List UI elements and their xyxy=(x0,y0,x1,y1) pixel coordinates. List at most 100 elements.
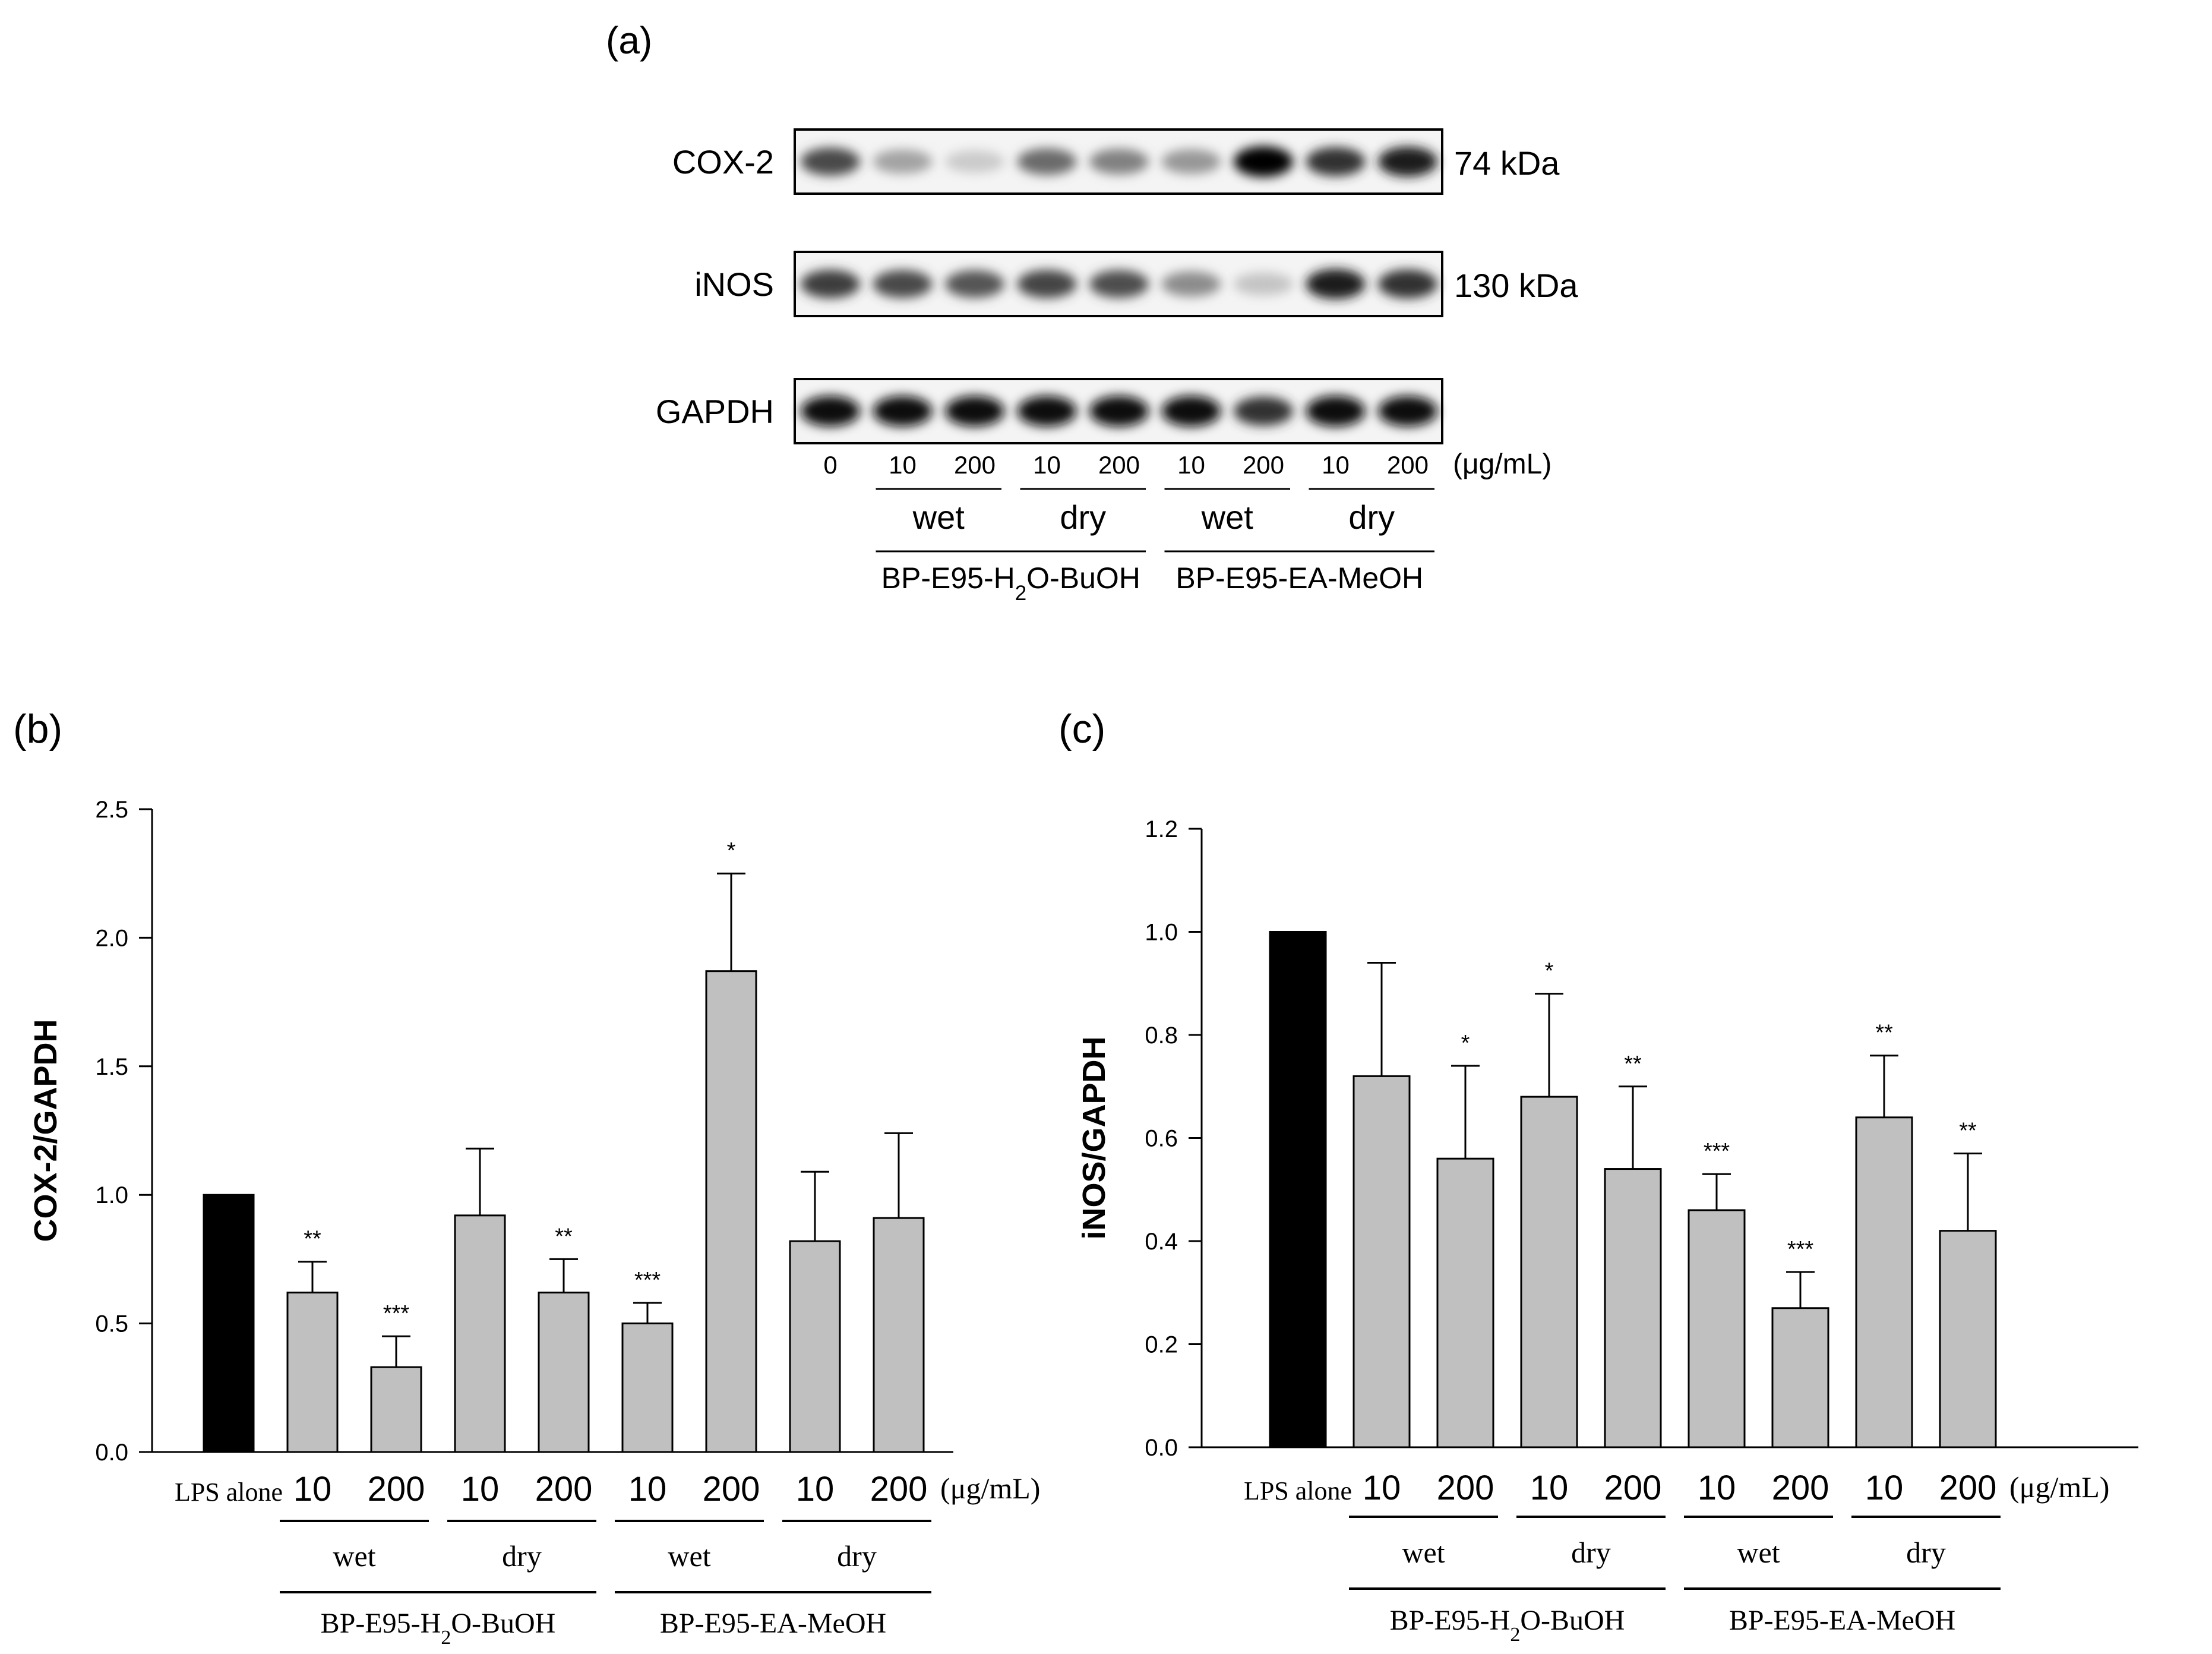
condition-label: wet xyxy=(333,1539,375,1573)
blot-band xyxy=(1161,271,1221,297)
extract-label: BP-E95-H2O-BuOH xyxy=(1390,1605,1625,1646)
blot-inos: iNOS 130 kDa xyxy=(694,251,1578,317)
bar xyxy=(705,970,757,1453)
extract-label: BP-E95-EA-MeOH xyxy=(1175,561,1423,595)
blot-name-label: iNOS xyxy=(694,266,774,303)
blot-band xyxy=(945,270,1004,298)
blot-band xyxy=(873,396,933,427)
lane-label: 10 xyxy=(1177,451,1205,479)
panel-c-inos-chart: (c) 0.0 0.2 0.4 0.6 0.8 1.0 1.2 iNOS/GAPDH LPS al… xyxy=(1058,706,2138,1646)
blot-band xyxy=(801,270,860,298)
y-tick-label: 1.2 xyxy=(1145,816,1178,842)
x-tick-label: 200 xyxy=(1437,1469,1494,1507)
bar xyxy=(1771,1307,1829,1448)
bar xyxy=(1604,1168,1662,1448)
x-tick-label: 200 xyxy=(368,1470,425,1508)
y-tick-label: 2.0 xyxy=(95,925,128,951)
y-tick-label: 0.8 xyxy=(1145,1022,1178,1049)
significance-marker: * xyxy=(1461,1031,1470,1056)
x-tick-label: 10 xyxy=(1530,1469,1569,1507)
x-tick-label: 10 xyxy=(796,1470,835,1508)
bar xyxy=(1269,931,1327,1448)
y-axis-label: COX-2/GAPDH xyxy=(28,1019,64,1242)
extract-label: BP-E95-EA-MeOH xyxy=(660,1608,886,1639)
condition-label: wet xyxy=(912,498,965,536)
x-tick-label: 10 xyxy=(1363,1469,1401,1507)
bar xyxy=(454,1214,506,1453)
y-tick-label: 1.0 xyxy=(1145,920,1178,946)
y-axis-label: iNOS/GAPDH xyxy=(1076,1036,1112,1239)
x-tick-label: LPS alone xyxy=(1244,1476,1352,1505)
blot-band xyxy=(1017,148,1077,175)
lane-label: 10 xyxy=(1033,451,1061,479)
blot-band xyxy=(1161,149,1221,174)
x-tick-label: 10 xyxy=(293,1470,332,1508)
bar xyxy=(286,1292,339,1453)
bar xyxy=(370,1366,422,1453)
blot-band xyxy=(1089,270,1149,298)
blot-band xyxy=(1089,396,1149,427)
bar xyxy=(789,1240,841,1453)
blot-band xyxy=(1306,396,1366,427)
blot-band xyxy=(1378,396,1437,427)
y-tick-label: 1.5 xyxy=(95,1054,128,1080)
x-tick-label: 200 xyxy=(870,1470,928,1508)
y-tick-label: 0.5 xyxy=(95,1311,128,1337)
blot-size-label: 130 kDa xyxy=(1454,267,1578,304)
bar xyxy=(203,1194,255,1453)
panel-label: (c) xyxy=(1058,706,1105,752)
bar xyxy=(538,1292,590,1453)
x-tick-label: 200 xyxy=(1604,1469,1662,1507)
blot-band xyxy=(873,149,933,174)
extract-label: BP-E95-H2O-BuOH xyxy=(321,1608,556,1649)
x-tick-label: 10 xyxy=(461,1470,500,1508)
condition-label: dry xyxy=(837,1539,877,1573)
significance-marker: *** xyxy=(383,1301,410,1326)
condition-label: dry xyxy=(1060,498,1106,536)
condition-label: wet xyxy=(668,1539,710,1573)
y-tick-label: 1.0 xyxy=(95,1182,128,1208)
blot-name-label: GAPDH xyxy=(656,393,774,430)
y-tick-label: 0.0 xyxy=(1145,1435,1178,1461)
blot-band xyxy=(1378,146,1437,177)
x-tick-label: 200 xyxy=(1772,1469,1829,1507)
x-tick-label: 200 xyxy=(535,1470,593,1508)
blot-band xyxy=(1306,147,1366,176)
extract-label: BP-E95-EA-MeOH xyxy=(1729,1605,1955,1636)
significance-marker: ** xyxy=(1624,1052,1642,1077)
lane-label: 200 xyxy=(1243,451,1284,479)
bar xyxy=(1939,1230,1997,1448)
x-tick-label: 200 xyxy=(1939,1469,1997,1507)
unit-label: (μg/mL) xyxy=(2009,1470,2109,1504)
lane-label: 200 xyxy=(954,451,996,479)
blot-band xyxy=(1306,269,1366,299)
blot-name-label: COX-2 xyxy=(672,143,774,181)
blot-size-label: 74 kDa xyxy=(1454,144,1560,182)
blot-band xyxy=(1161,396,1221,427)
y-tick-label: 0.4 xyxy=(1145,1229,1178,1255)
panel-b-cox2-chart: (b) 0.0 0.5 1.0 1.5 2.0 2.5 COX-2/GAPDH LPS alon… xyxy=(13,706,1040,1649)
bar xyxy=(1436,1157,1494,1448)
lane-label: 10 xyxy=(889,451,917,479)
condition-label: wet xyxy=(1402,1536,1445,1569)
unit-label: (μg/mL) xyxy=(1453,449,1551,480)
blot-band xyxy=(801,147,860,176)
bar xyxy=(1353,1075,1411,1448)
x-tick-label: 10 xyxy=(628,1470,667,1508)
condition-label: dry xyxy=(1906,1536,1946,1569)
x-tick-label: 10 xyxy=(1865,1469,1904,1507)
blot-band xyxy=(1378,269,1437,299)
blot-band xyxy=(945,396,1004,427)
bar xyxy=(1855,1116,1913,1448)
blot-band xyxy=(1234,272,1293,296)
significance-marker: *** xyxy=(634,1268,661,1293)
x-tick-label: 200 xyxy=(703,1470,760,1508)
blot-band xyxy=(1017,396,1077,427)
blot-gapdh: GAPDH xyxy=(656,378,1443,444)
panel-a-label: (a) xyxy=(606,19,652,62)
unit-label: (μg/mL) xyxy=(940,1472,1040,1505)
panel-a-western-blot: (a) COX-2 74 kDa iNOS 130 kDa GAPDH 0 10 200 10… xyxy=(606,19,1578,605)
condition-label: wet xyxy=(1201,498,1254,536)
blot-band xyxy=(801,396,860,427)
